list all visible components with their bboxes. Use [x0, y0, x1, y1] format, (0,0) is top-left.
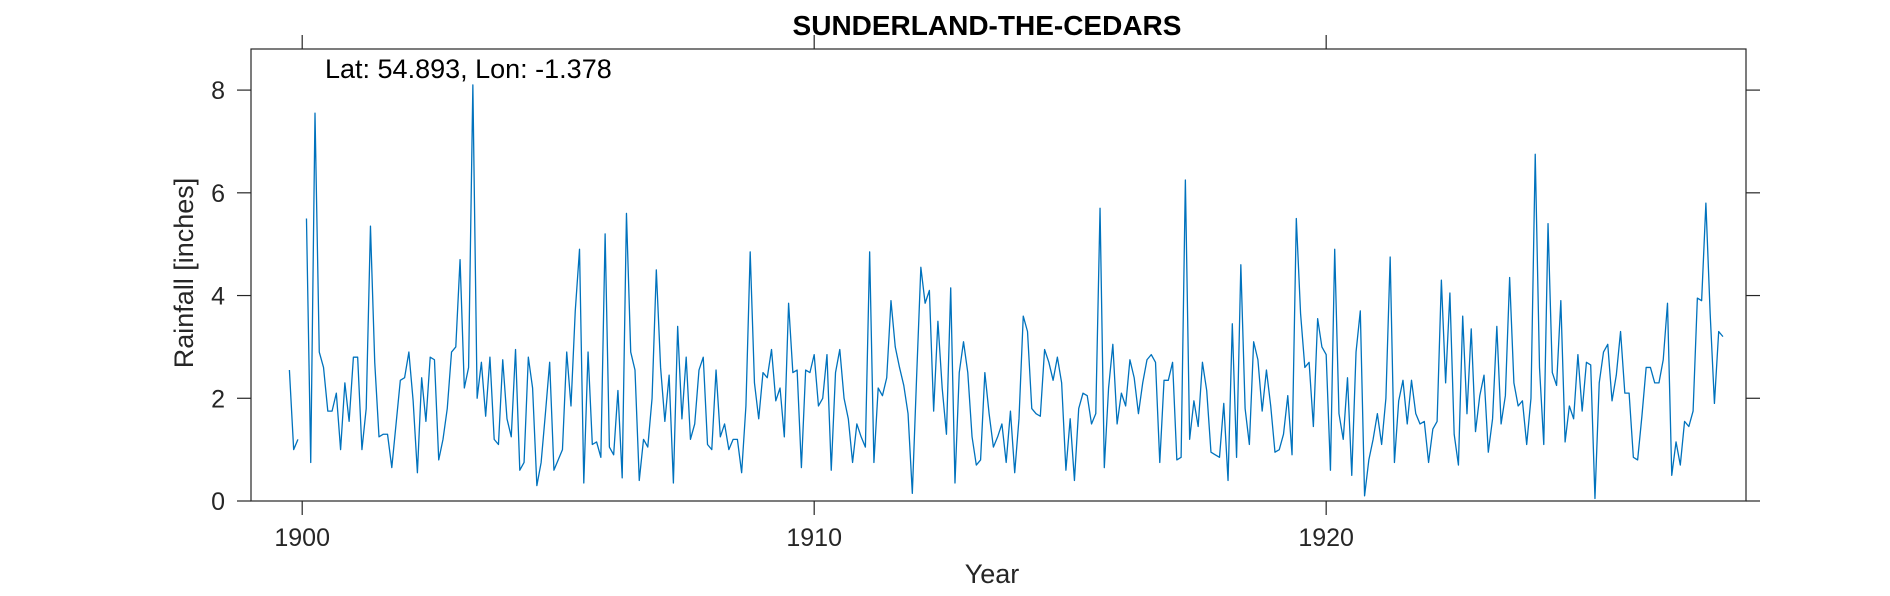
y-tick-label: 6 — [211, 180, 225, 208]
x-tick-label: 1900 — [274, 524, 330, 552]
x-axis-label: Year — [965, 559, 1020, 589]
rainfall-series-line — [288, 84, 1724, 500]
y-tick-label: 2 — [211, 385, 225, 413]
chart-title: SUNDERLAND-THE-CEDARS — [793, 10, 1182, 41]
axes-box — [250, 48, 1747, 502]
y-tick-label: 0 — [211, 488, 225, 516]
y-axis-label: Rainfall [inches] — [169, 178, 199, 369]
location-annotation: Lat: 54.893, Lon: -1.378 — [325, 54, 612, 84]
tick-labels: 1900 1910 1920 0 2 4 6 8 — [211, 77, 1354, 552]
y-tick-label: 4 — [211, 283, 225, 311]
x-tick-label: 1910 — [786, 524, 842, 552]
series-group — [288, 84, 1724, 500]
tick-marks — [237, 35, 1760, 515]
y-tick-label: 8 — [211, 77, 225, 105]
plot-frame — [250, 48, 1747, 502]
x-tick-label: 1920 — [1298, 524, 1354, 552]
